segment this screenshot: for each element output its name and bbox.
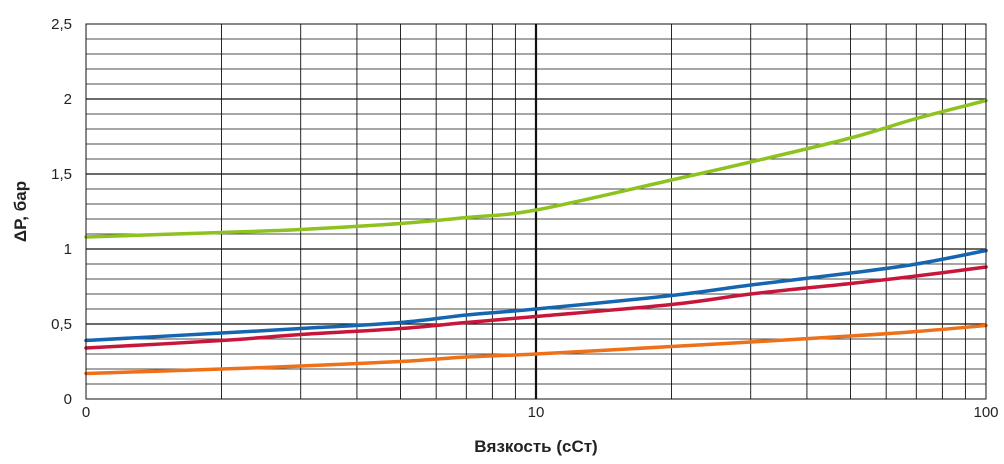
y-axis-title: ΔP, бар: [11, 181, 30, 242]
series-line: [84, 248, 988, 343]
series-line: [84, 98, 988, 239]
chart-series: [84, 98, 988, 376]
y-tick-label: 1: [64, 241, 72, 258]
y-tick-label: 2,5: [51, 16, 72, 33]
x-tick-label: 0: [82, 404, 90, 421]
y-tick-label: 0,5: [51, 316, 72, 333]
axis-ticks: 0 0,5 1 1,5 2 2,5 0 10 100: [51, 16, 998, 421]
series-line: [84, 265, 988, 350]
chart-grid: [86, 24, 986, 399]
y-tick-label: 1,5: [51, 166, 72, 183]
series-line: [84, 323, 988, 376]
x-axis-title: Вязкость (сСт): [474, 437, 597, 456]
x-tick-label: 100: [973, 404, 998, 421]
y-tick-label: 0: [64, 391, 72, 408]
x-tick-label: 10: [528, 404, 545, 421]
y-tick-label: 2: [64, 91, 72, 108]
plot-frame: [85, 23, 987, 400]
